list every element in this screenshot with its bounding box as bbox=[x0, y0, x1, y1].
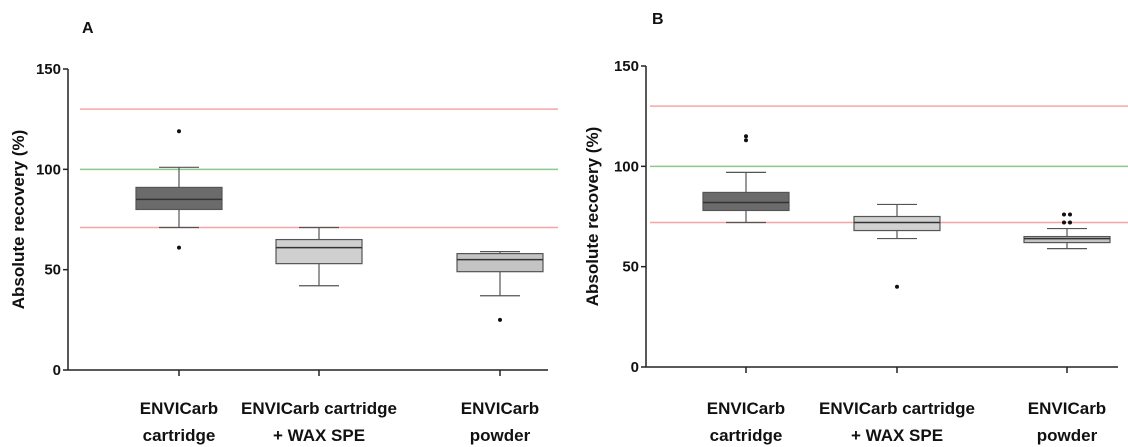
x-category-label: + WAX SPE bbox=[273, 426, 365, 445]
outlier-point bbox=[1062, 212, 1066, 217]
outlier-point bbox=[177, 129, 181, 134]
x-category-label: cartridge bbox=[710, 426, 783, 445]
box-iqr bbox=[456, 253, 544, 273]
outlier-point bbox=[498, 317, 502, 322]
y-tick-label: 150 bbox=[36, 61, 61, 78]
x-category-label: ENVICarb cartridge bbox=[241, 399, 397, 418]
y-axis-label: Absolute recovery (%) bbox=[583, 127, 602, 307]
box-iqr bbox=[275, 238, 363, 265]
outlier-point bbox=[744, 138, 748, 143]
box-iqr bbox=[135, 186, 223, 211]
outlier-point bbox=[1062, 220, 1066, 225]
outlier-point bbox=[1068, 220, 1072, 225]
box-iqr bbox=[702, 191, 790, 212]
y-tick-label: 50 bbox=[622, 259, 639, 276]
box-iqr bbox=[1023, 235, 1111, 244]
y-tick-label: 150 bbox=[614, 58, 639, 75]
y-tick-label: 100 bbox=[614, 158, 639, 175]
x-category-label: ENVICarb bbox=[140, 399, 218, 418]
panel-label: B bbox=[652, 11, 664, 28]
outlier-point bbox=[744, 134, 748, 139]
x-category-label: ENVICarb bbox=[707, 399, 785, 418]
x-category-label: ENVICarb cartridge bbox=[819, 399, 975, 418]
x-category-label: ENVICarb bbox=[1028, 399, 1106, 418]
y-tick-label: 0 bbox=[631, 359, 639, 376]
x-category-label: powder bbox=[1037, 426, 1098, 445]
y-tick-label: 50 bbox=[44, 262, 61, 279]
panel-label: A bbox=[82, 20, 94, 37]
x-category-label: cartridge bbox=[143, 426, 216, 445]
x-category-label: ENVICarb bbox=[461, 399, 539, 418]
outlier-point bbox=[1068, 212, 1072, 217]
outlier-point bbox=[177, 245, 181, 250]
x-category-label: + WAX SPE bbox=[851, 426, 943, 445]
y-axis-label: Absolute recovery (%) bbox=[9, 130, 28, 310]
y-tick-label: 0 bbox=[53, 362, 61, 379]
x-category-label: powder bbox=[470, 426, 531, 445]
y-tick-label: 100 bbox=[36, 161, 61, 178]
box-iqr bbox=[853, 215, 941, 232]
outlier-point bbox=[895, 284, 899, 289]
